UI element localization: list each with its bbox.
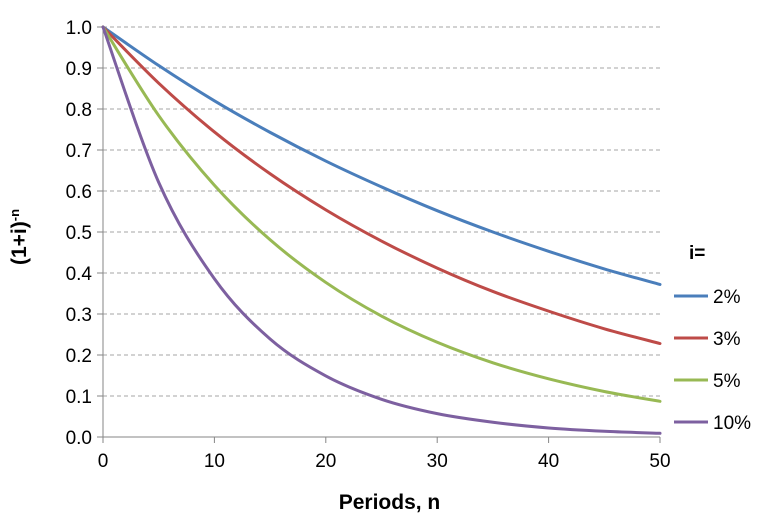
x-tick-label: 30 bbox=[427, 451, 448, 472]
x-tick-label: 20 bbox=[315, 451, 336, 472]
y-tick-label: 0.5 bbox=[66, 223, 92, 244]
x-tick-label: 10 bbox=[204, 451, 225, 472]
legend-label: 2% bbox=[713, 287, 741, 308]
y-tick-label: 0.2 bbox=[66, 346, 92, 367]
y-axis-title-superscript: -n bbox=[7, 209, 22, 221]
x-tick-label: 0 bbox=[98, 451, 109, 472]
y-tick-label: 0.8 bbox=[66, 100, 92, 121]
series-line-5pct bbox=[101, 25, 662, 403]
y-tick-label: 0.7 bbox=[66, 141, 92, 162]
y-axis-title: (1+i)-n bbox=[7, 209, 32, 265]
y-tick-label: 0.1 bbox=[66, 387, 92, 408]
x-tick-labels: 0 10 20 30 40 50 bbox=[98, 451, 671, 472]
y-tick-label: 0.6 bbox=[66, 182, 92, 203]
y-tick-label: 0.3 bbox=[66, 305, 92, 326]
y-tick-label: 0.4 bbox=[66, 264, 93, 285]
series-line-2pct bbox=[101, 25, 662, 286]
y-tick-label: 1.0 bbox=[66, 18, 92, 39]
y-tick-label: 0.0 bbox=[66, 428, 92, 449]
legend: i= 2% 3% 5% 10% bbox=[674, 243, 751, 434]
x-tick-label: 50 bbox=[649, 451, 670, 472]
axes bbox=[97, 26, 661, 443]
series-line-3pct bbox=[101, 25, 662, 346]
y-tick-labels: 0.0 0.1 0.2 0.3 0.4 0.5 0.6 0.7 0.8 0.9 1.0 bbox=[66, 18, 93, 449]
y-tick-label: 0.9 bbox=[66, 59, 92, 80]
legend-label: 3% bbox=[713, 329, 741, 350]
legend-label: 5% bbox=[713, 371, 741, 392]
series-line-10pct bbox=[101, 25, 662, 435]
grid bbox=[103, 26, 660, 397]
x-axis-title: Periods, n bbox=[339, 491, 441, 514]
legend-label: 10% bbox=[713, 413, 751, 434]
legend-title: i= bbox=[689, 243, 705, 264]
y-axis-title-base: (1+i) bbox=[8, 221, 31, 265]
x-tick-label: 40 bbox=[538, 451, 559, 472]
series-lines bbox=[101, 25, 662, 435]
